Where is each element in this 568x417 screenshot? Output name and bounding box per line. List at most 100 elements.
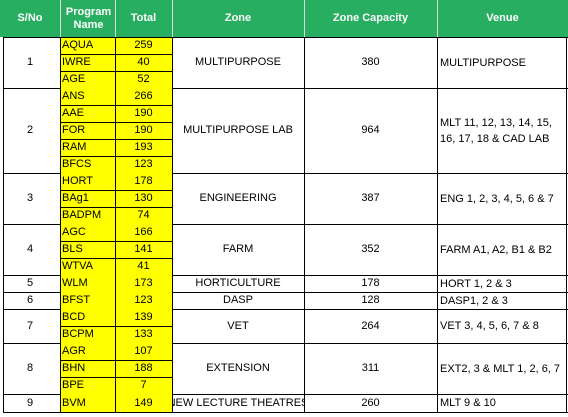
header-program-name[interactable]: Program Name — [60, 0, 115, 37]
zone-capacity-cell[interactable]: 311 — [361, 362, 380, 374]
total-cell[interactable]: 130 — [115, 190, 172, 207]
row-divider — [60, 105, 172, 106]
venue-cell[interactable]: EXT2, 3 & MLT 1, 2, 6, 7 — [440, 362, 561, 375]
sno-cell[interactable]: 5 — [26, 277, 34, 289]
header-total[interactable]: Total — [115, 0, 172, 37]
sno-cell[interactable]: 4 — [26, 243, 34, 255]
program-name-cell[interactable]: AQUA — [60, 37, 115, 54]
total-cell[interactable]: 74 — [115, 207, 172, 224]
row-divider — [60, 258, 172, 259]
row-divider — [60, 326, 172, 327]
zone-cell[interactable]: NEW LECTURE THEATRES — [172, 396, 304, 409]
zone-cell[interactable]: MULTIPURPOSE — [195, 56, 281, 68]
program-name-cell[interactable]: RAM — [60, 139, 115, 156]
zone-capacity-cell[interactable]: 128 — [361, 294, 380, 306]
total-cell[interactable]: 52 — [115, 71, 172, 88]
program-name-cell[interactable]: IWRE — [60, 54, 115, 71]
column-divider — [304, 37, 305, 412]
header-zone-capacity[interactable]: Zone Capacity — [304, 0, 437, 37]
zone-capacity-cell[interactable]: 387 — [361, 192, 380, 204]
program-name-cell[interactable]: BPE — [60, 377, 115, 394]
zone-capacity-cell[interactable]: 964 — [361, 124, 380, 136]
program-name-cell[interactable]: ANS — [60, 88, 115, 105]
program-name-cell[interactable]: AGE — [60, 71, 115, 88]
total-cell[interactable]: 141 — [115, 241, 172, 258]
zone-cell[interactable]: EXTENSION — [206, 362, 270, 374]
sno-cell[interactable]: 2 — [26, 124, 34, 136]
zone-capacity-cell[interactable]: 260 — [361, 396, 380, 409]
program-name-cell[interactable]: BCD — [60, 309, 115, 326]
header-zone[interactable]: Zone — [172, 0, 304, 37]
sno-cell[interactable]: 1 — [26, 56, 34, 68]
venue-cell[interactable]: MULTIPURPOSE — [440, 56, 526, 69]
sno-cell[interactable]: 8 — [26, 362, 34, 374]
total-cell[interactable]: 149 — [115, 394, 172, 412]
program-name-cell[interactable]: BADPM — [60, 207, 115, 224]
program-name-cell[interactable]: BLS — [60, 241, 115, 258]
header-gridline — [304, 0, 305, 37]
total-cell[interactable]: 188 — [115, 360, 172, 377]
venue-cell[interactable]: VET 3, 4, 5, 6, 7 & 8 — [440, 320, 539, 332]
total-cell[interactable]: 123 — [115, 156, 172, 173]
program-name-cell[interactable]: HORT — [60, 173, 115, 190]
program-name-cell[interactable]: BVM — [60, 394, 115, 412]
total-cell[interactable]: 40 — [115, 54, 172, 71]
total-cell[interactable]: 193 — [115, 139, 172, 156]
total-cell[interactable]: 173 — [115, 275, 172, 292]
venue-cell[interactable]: MLT 11, 12, 13, 14, 15, 16, 17, 18 & CAD… — [440, 116, 552, 145]
column-divider — [3, 37, 4, 412]
program-name-cell[interactable]: AGC — [60, 224, 115, 241]
total-cell[interactable]: 190 — [115, 122, 172, 139]
total-cell[interactable]: 178 — [115, 173, 172, 190]
total-cell[interactable]: 266 — [115, 88, 172, 105]
venue-cell[interactable]: HORT 1, 2 & 3 — [440, 277, 512, 290]
zone-cell[interactable]: DASP — [223, 294, 253, 306]
zone-capacity-cell[interactable]: 352 — [361, 243, 380, 255]
zone-cell[interactable]: MULTIPURPOSE LAB — [183, 124, 293, 136]
total-cell[interactable]: 190 — [115, 105, 172, 122]
total-cell[interactable]: 123 — [115, 292, 172, 309]
zone-cell[interactable]: ENGINEERING — [199, 192, 277, 204]
header-sno[interactable]: S/No — [0, 0, 60, 37]
zone-capacity-cell[interactable]: 178 — [361, 277, 380, 289]
venue-cell[interactable]: DASP1, 2 & 3 — [440, 294, 508, 307]
zone-cell[interactable]: HORTICULTURE — [195, 277, 281, 289]
group-divider — [3, 309, 568, 310]
row-divider — [60, 377, 172, 378]
total-cell[interactable]: 259 — [115, 37, 172, 54]
zone-cell[interactable]: VET — [227, 319, 249, 332]
zone-capacity-cell[interactable]: 264 — [361, 319, 380, 332]
venue-cell[interactable]: ENG 1, 2, 3, 4, 5, 6 & 7 — [440, 192, 554, 205]
group-divider — [3, 88, 568, 89]
header-venue[interactable]: Venue — [437, 0, 568, 37]
total-cell[interactable]: 166 — [115, 224, 172, 241]
program-name-cell[interactable]: AGR — [60, 343, 115, 360]
program-name-cell[interactable]: BCPM — [60, 326, 115, 343]
row-divider — [60, 54, 172, 55]
program-name-cell[interactable]: WLM — [60, 275, 115, 292]
row-divider — [60, 360, 172, 361]
program-name-cell[interactable]: BHN — [60, 360, 115, 377]
zone-capacity-cell[interactable]: 380 — [361, 56, 380, 68]
zone-cell[interactable]: FARM — [222, 243, 254, 255]
total-cell[interactable]: 7 — [115, 377, 172, 394]
program-name-cell[interactable]: WTVA — [60, 258, 115, 275]
total-cell[interactable]: 41 — [115, 258, 172, 275]
sno-cell[interactable]: 3 — [26, 192, 34, 204]
venue-cell[interactable]: MLT 9 & 10 — [440, 397, 496, 409]
total-cell[interactable]: 133 — [115, 326, 172, 343]
total-cell[interactable]: 107 — [115, 343, 172, 360]
venue-cell[interactable]: FARM A1, A2, B1 & B2 — [440, 243, 552, 256]
sno-cell[interactable]: 7 — [26, 319, 34, 332]
row-divider — [60, 139, 172, 140]
sno-cell[interactable]: 9 — [26, 396, 34, 409]
program-name-cell[interactable]: AAE — [60, 105, 115, 122]
sno-cell[interactable]: 6 — [26, 294, 34, 306]
program-name-cell[interactable]: BAg1 — [60, 190, 115, 207]
program-name-cell[interactable]: BFCS — [60, 156, 115, 173]
program-name-cell[interactable]: FOR — [60, 122, 115, 139]
total-cell[interactable]: 139 — [115, 309, 172, 326]
program-name-cell[interactable]: BFST — [60, 292, 115, 309]
header-gridline — [437, 0, 438, 37]
